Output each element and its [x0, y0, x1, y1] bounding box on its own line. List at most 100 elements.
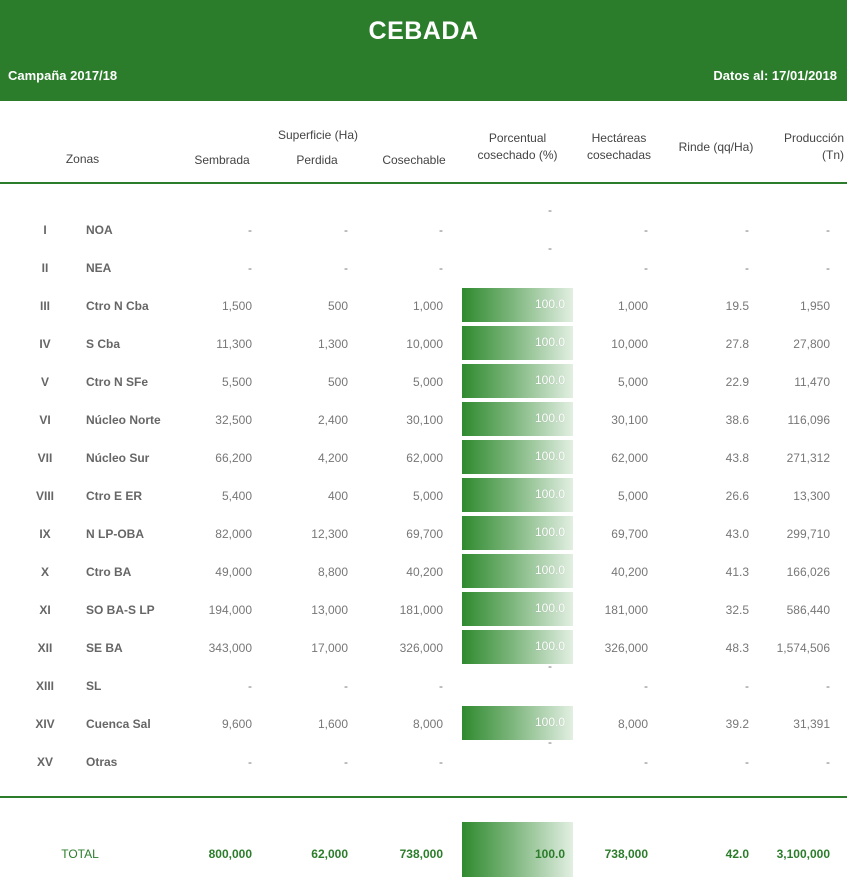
pct-value: 100.0 [534, 563, 565, 577]
cell-cosechable: - [439, 261, 443, 275]
cell-perdida: 12,300 [311, 527, 348, 541]
cell-produccion: - [826, 679, 830, 693]
total-cosechadas: 738,000 [604, 847, 648, 861]
zone-number: V [40, 375, 49, 389]
cell-perdida: - [344, 223, 348, 237]
pct-bar: 100.0 [462, 554, 573, 588]
cell-rinde: - [745, 223, 749, 237]
cell-cosechable: 8,000 [412, 717, 443, 731]
cell-rinde: 22.9 [725, 375, 749, 389]
campaign-label: Campaña 2017/18 [8, 68, 118, 83]
pct-bar: 100.0 [462, 440, 573, 474]
pct-bar: 100.0 [462, 326, 573, 360]
pct-bar: 100.0 [462, 630, 573, 664]
zone-name: S Cba [86, 337, 121, 351]
total-divider [0, 796, 847, 798]
cell-sembrada: 9,600 [221, 717, 252, 731]
zone-name: Ctro N Cba [86, 299, 149, 313]
zone-name: Cuenca Sal [86, 717, 151, 731]
table-row: XII SE BA 343,000 17,000 326,000 326,000 48.3 1… [0, 630, 847, 668]
zone-number: XI [39, 603, 51, 617]
cell-cosechable: - [439, 679, 443, 693]
col-porcentual-line2: cosechado (%) [477, 148, 558, 162]
table-row: III Ctro N Cba 1,500 500 1,000 1,000 19.5 1,950… [0, 288, 847, 326]
cell-rinde: - [745, 679, 749, 693]
cell-perdida: 17,000 [311, 641, 348, 655]
cell-sembrada: 1,500 [221, 299, 252, 313]
cell-cosechable: 326,000 [399, 641, 443, 655]
cell-cosechadas: 5,000 [617, 489, 648, 503]
zone-number: IX [39, 527, 51, 541]
col-produccion-line1: Producción [783, 131, 844, 145]
col-superficie: Superficie (Ha) [277, 128, 359, 142]
zone-number: I [43, 223, 47, 237]
total-pct: 100.0 [534, 847, 565, 861]
cell-produccion: 586,440 [786, 603, 830, 617]
pct-value: 100.0 [534, 449, 565, 463]
cell-cosechadas: 326,000 [604, 641, 648, 655]
col-hectareas-line2: cosechadas [586, 148, 652, 162]
cell-rinde: 39.2 [725, 717, 749, 731]
pct-bar: 100.0 [462, 706, 573, 740]
pct-bar: 100.0 [462, 478, 573, 512]
cell-sembrada: 194,000 [208, 603, 252, 617]
total-cosechable: 738,000 [399, 847, 443, 861]
cell-perdida: 2,400 [317, 413, 348, 427]
cell-produccion: 299,710 [786, 527, 830, 541]
cell-produccion: 31,391 [793, 717, 830, 731]
cell-rinde: 32.5 [725, 603, 749, 617]
cell-sembrada: 32,500 [215, 413, 252, 427]
pct-value: - [548, 203, 552, 217]
table-row: II NEA - - - - - - - [0, 241, 847, 288]
cell-sembrada: - [248, 223, 252, 237]
pct-value: 100.0 [534, 601, 565, 615]
zone-name: Núcleo Sur [86, 451, 150, 465]
cell-cosechable: 5,000 [412, 375, 443, 389]
table-row: VI Núcleo Norte 32,500 2,400 30,100 30,100 38.… [0, 402, 847, 440]
zone-number: XV [36, 755, 53, 769]
page-title: CEBADA [368, 17, 479, 45]
cell-sembrada: - [248, 679, 252, 693]
data-date: Datos al: 17/01/2018 [713, 68, 837, 83]
cell-rinde: 41.3 [725, 565, 749, 579]
cell-sembrada: 11,300 [216, 337, 252, 351]
pct-value: 100.0 [534, 525, 565, 539]
zone-name: Ctro BA [86, 565, 132, 579]
zone-name: SO BA-S LP [86, 603, 155, 617]
cell-cosechadas: 69,700 [611, 527, 648, 541]
cell-cosechadas: - [644, 679, 648, 693]
cell-rinde: 43.8 [725, 451, 749, 465]
pct-value: - [548, 659, 552, 673]
cell-perdida: - [344, 755, 348, 769]
cell-perdida: 4,200 [317, 451, 348, 465]
col-zonas: Zonas [65, 152, 100, 166]
total-produccion: 3,100,000 [776, 847, 830, 861]
cell-cosechadas: 10,000 [611, 337, 648, 351]
cell-cosechable: 10,000 [406, 337, 443, 351]
col-rinde: Rinde (qq/Ha) [678, 140, 754, 154]
zone-name: NEA [86, 261, 112, 275]
table-row: I NOA - - - - - - - [0, 203, 847, 250]
col-sembrada: Sembrada [194, 153, 250, 167]
cell-cosechable: 40,200 [406, 565, 443, 579]
table-row: XIII SL - - - - - - - [0, 659, 847, 706]
col-perdida: Perdida [296, 153, 338, 167]
cell-sembrada: - [248, 755, 252, 769]
total-pct-bar: 100.0 [462, 822, 573, 877]
table-row: X Ctro BA 49,000 8,800 40,200 40,200 41.3 166,0… [0, 554, 847, 592]
cell-cosechable: 181,000 [399, 603, 443, 617]
cell-cosechable: 5,000 [412, 489, 443, 503]
table-row: XIV Cuenca Sal 9,600 1,600 8,000 8,000 39.2 31,… [0, 706, 847, 744]
col-produccion-line2: (Tn) [822, 148, 844, 162]
cell-produccion: 13,300 [793, 489, 830, 503]
zone-name: NOA [86, 223, 113, 237]
col-cosechable: Cosechable [382, 153, 446, 167]
pct-value: 100.0 [534, 373, 565, 387]
table-row: VIII Ctro E ER 5,400 400 5,000 5,000 26.6 13,30… [0, 478, 847, 516]
cell-produccion: - [826, 755, 830, 769]
zone-name: SE BA [86, 641, 123, 655]
zone-number: XII [37, 641, 53, 655]
cell-perdida: 1,600 [317, 717, 348, 731]
cell-perdida: 13,000 [311, 603, 348, 617]
table-row: XI SO BA-S LP 194,000 13,000 181,000 181,000 3… [0, 592, 847, 630]
